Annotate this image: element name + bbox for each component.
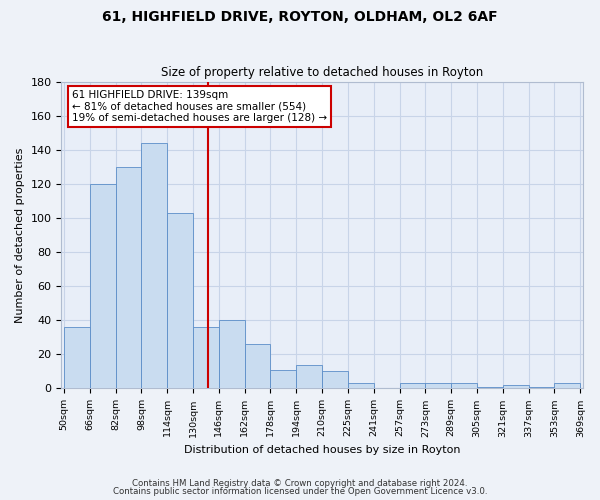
Bar	[322, 372, 348, 388]
X-axis label: Distribution of detached houses by size in Royton: Distribution of detached houses by size …	[184, 445, 460, 455]
Bar	[451, 384, 477, 388]
Bar	[554, 384, 580, 388]
Title: Size of property relative to detached houses in Royton: Size of property relative to detached ho…	[161, 66, 483, 80]
Bar	[219, 320, 245, 388]
Bar	[167, 213, 193, 388]
Bar	[477, 386, 503, 388]
Bar	[400, 384, 425, 388]
Bar	[193, 327, 219, 388]
Bar	[116, 167, 142, 388]
Bar	[245, 344, 271, 389]
Text: Contains public sector information licensed under the Open Government Licence v3: Contains public sector information licen…	[113, 487, 487, 496]
Bar	[142, 144, 167, 388]
Bar	[425, 384, 451, 388]
Y-axis label: Number of detached properties: Number of detached properties	[15, 148, 25, 323]
Bar	[271, 370, 296, 388]
Bar	[503, 385, 529, 388]
Text: 61 HIGHFIELD DRIVE: 139sqm
← 81% of detached houses are smaller (554)
19% of sem: 61 HIGHFIELD DRIVE: 139sqm ← 81% of deta…	[72, 90, 327, 123]
Bar	[64, 327, 90, 388]
Text: 61, HIGHFIELD DRIVE, ROYTON, OLDHAM, OL2 6AF: 61, HIGHFIELD DRIVE, ROYTON, OLDHAM, OL2…	[102, 10, 498, 24]
Bar	[296, 364, 322, 388]
Bar	[90, 184, 116, 388]
Bar	[348, 384, 374, 388]
Bar	[529, 386, 554, 388]
Text: Contains HM Land Registry data © Crown copyright and database right 2024.: Contains HM Land Registry data © Crown c…	[132, 478, 468, 488]
